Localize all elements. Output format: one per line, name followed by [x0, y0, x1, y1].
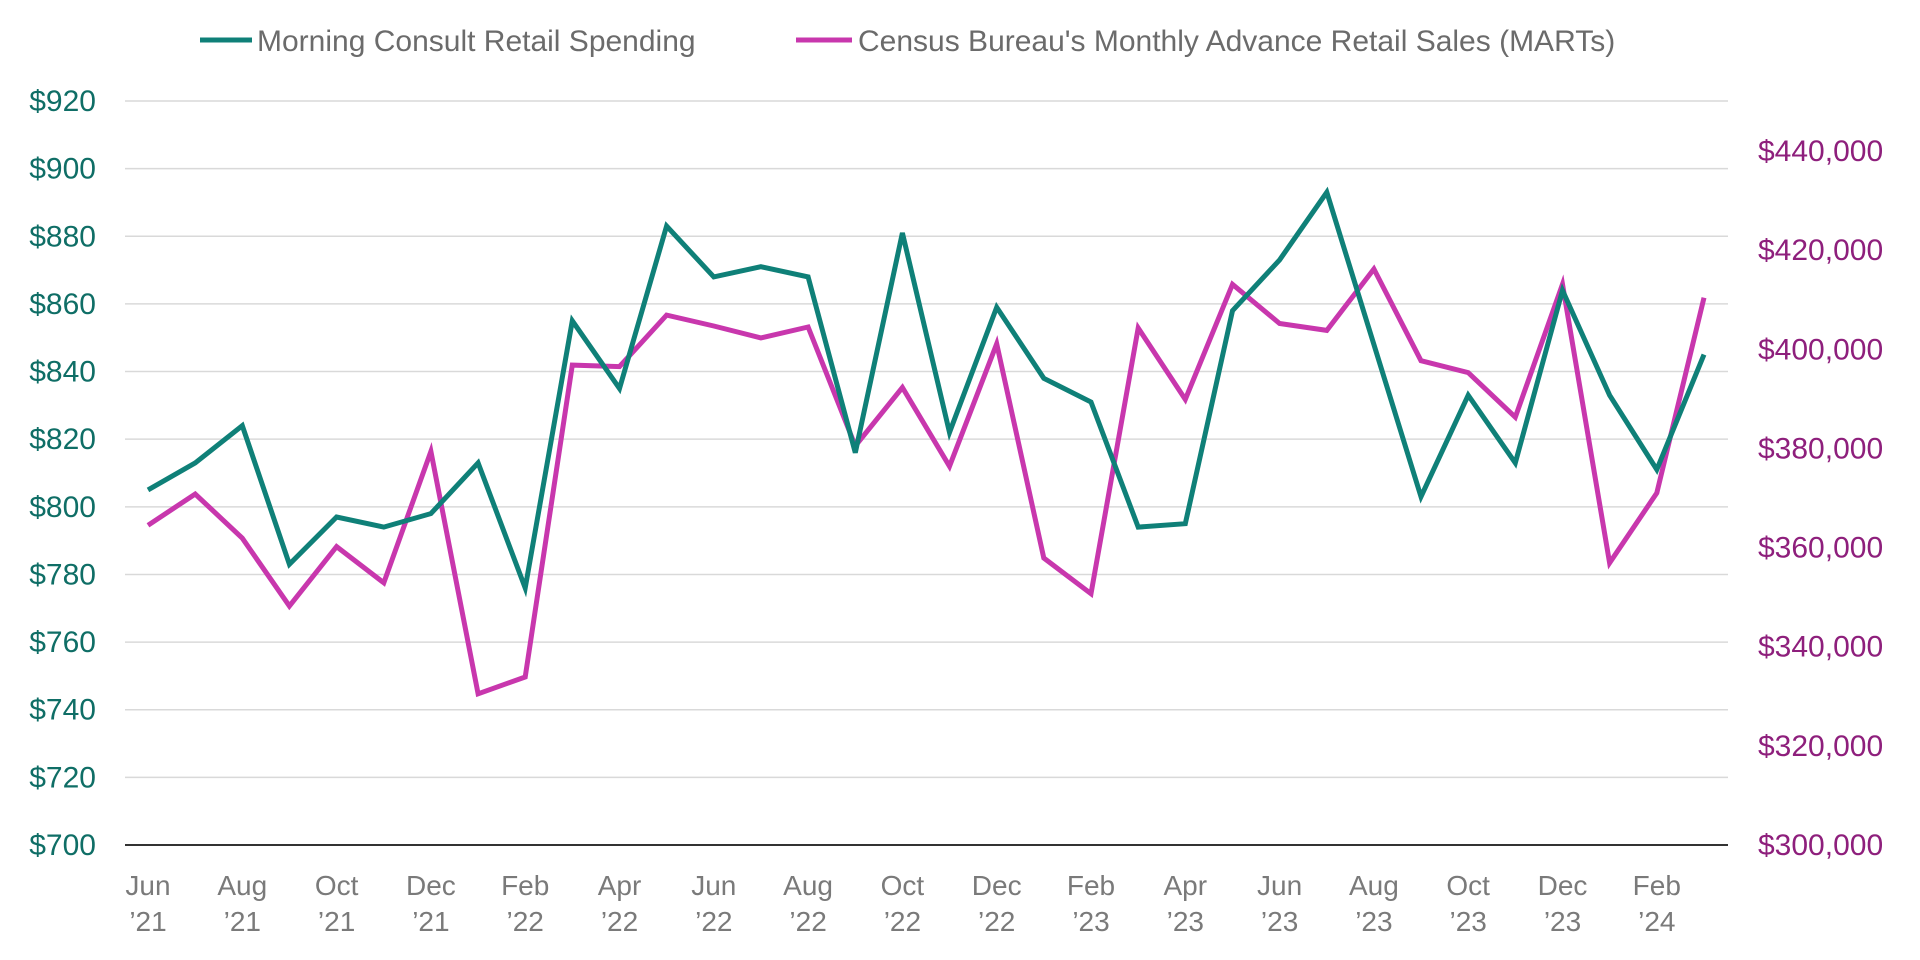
x-tick-label: Apr ’22: [598, 870, 642, 937]
x-tick-year: ’23: [1072, 906, 1109, 937]
x-tick-year: ’24: [1638, 906, 1675, 937]
x-tick-label: Feb ’22: [501, 870, 549, 937]
x-tick-year: ’23: [1450, 906, 1487, 937]
left-tick-label: $800: [29, 491, 96, 524]
left-tick-label: $840: [29, 356, 96, 389]
x-tick-month: Jun: [125, 870, 170, 901]
x-tick-label: Dec ’23: [1538, 870, 1588, 937]
x-tick-month: Dec: [406, 870, 456, 901]
x-tick-month: Oct: [881, 870, 925, 901]
left-tick-label: $780: [29, 558, 96, 591]
legend: Morning Consult Retail Spending Census B…: [200, 25, 1615, 58]
x-tick-month: Dec: [1538, 870, 1588, 901]
right-tick-label: $340,000: [1758, 631, 1883, 664]
x-tick-month: Feb: [1067, 870, 1115, 901]
x-tick-year: ’22: [601, 906, 638, 937]
x-tick-year: ’21: [224, 906, 261, 937]
x-tick-year: ’21: [412, 906, 449, 937]
x-tick-label: Oct ’22: [881, 870, 925, 937]
x-tick-label: Feb ’23: [1067, 870, 1115, 937]
x-tick-month: Dec: [972, 870, 1022, 901]
right-tick-label: $300,000: [1758, 829, 1883, 862]
series-line-morning-consult: [146, 186, 1707, 598]
legend-label-morning-consult: Morning Consult Retail Spending: [257, 25, 696, 58]
left-tick-label: $720: [29, 761, 96, 794]
left-axis-ticks: $700 $720 $740 $760 $780 $800 $820 $840 $860 $880…: [29, 85, 96, 862]
x-tick-label: Dec ’21: [406, 870, 456, 937]
x-tick-month: Aug: [783, 870, 833, 901]
x-tick-label: Oct ’21: [315, 870, 359, 937]
x-tick-month: Feb: [1633, 870, 1681, 901]
x-tick-year: ’22: [789, 906, 826, 937]
x-tick-label: Aug ’21: [217, 870, 267, 937]
x-tick-label: Dec ’22: [972, 870, 1022, 937]
x-tick-year: ’22: [978, 906, 1015, 937]
x-tick-month: Jun: [1257, 870, 1302, 901]
gridlines: [125, 100, 1728, 779]
x-tick-label: Jun ’21: [125, 870, 170, 937]
x-tick-label: Feb ’24: [1633, 870, 1681, 937]
x-tick-month: Apr: [598, 870, 642, 901]
x-tick-month: Apr: [1164, 870, 1208, 901]
left-tick-label: $700: [29, 829, 96, 862]
legend-label-census: Census Bureau's Monthly Advance Retail S…: [858, 25, 1615, 58]
x-tick-year: ’22: [695, 906, 732, 937]
x-tick-label: Jun ’22: [691, 870, 736, 937]
x-tick-year: ’23: [1261, 906, 1298, 937]
x-tick-label: Aug ’22: [783, 870, 833, 937]
right-tick-label: $440,000: [1758, 135, 1883, 168]
x-tick-month: Aug: [217, 870, 267, 901]
x-tick-month: Oct: [1446, 870, 1490, 901]
x-tick-label: Aug ’23: [1349, 870, 1399, 937]
x-tick-month: Jun: [691, 870, 736, 901]
series-layer: [146, 186, 1707, 698]
x-tick-year: ’23: [1544, 906, 1581, 937]
left-tick-label: $820: [29, 423, 96, 456]
right-tick-label: $400,000: [1758, 333, 1883, 366]
left-tick-label: $920: [29, 85, 96, 118]
right-tick-label: $420,000: [1758, 234, 1883, 267]
x-axis-ticks: Jun ’21 Aug ’21 Oct ’21 Dec ’21 Feb ’22 Apr ’22 Jun ’…: [125, 870, 1681, 937]
right-tick-label: $380,000: [1758, 432, 1883, 465]
right-axis-ticks: $300,000 $320,000 $340,000 $360,000 $380,000…: [1758, 135, 1883, 862]
x-tick-label: Oct ’23: [1446, 870, 1490, 937]
left-tick-label: $740: [29, 694, 96, 727]
left-tick-label: $760: [29, 626, 96, 659]
x-tick-month: Feb: [501, 870, 549, 901]
x-tick-year: ’22: [507, 906, 544, 937]
x-tick-month: Oct: [315, 870, 359, 901]
right-tick-label: $360,000: [1758, 532, 1883, 565]
x-tick-label: Jun ’23: [1257, 870, 1302, 937]
x-tick-month: Aug: [1349, 870, 1399, 901]
x-tick-year: ’21: [318, 906, 355, 937]
x-tick-year: ’23: [1355, 906, 1392, 937]
left-tick-label: $900: [29, 153, 96, 186]
series-line-census: [146, 264, 1707, 698]
x-tick-label: Apr ’23: [1164, 870, 1208, 937]
x-tick-year: ’22: [884, 906, 921, 937]
x-tick-year: ’23: [1167, 906, 1204, 937]
right-tick-label: $320,000: [1758, 730, 1883, 763]
left-tick-label: $880: [29, 220, 96, 253]
x-tick-year: ’21: [129, 906, 166, 937]
left-tick-label: $860: [29, 288, 96, 321]
